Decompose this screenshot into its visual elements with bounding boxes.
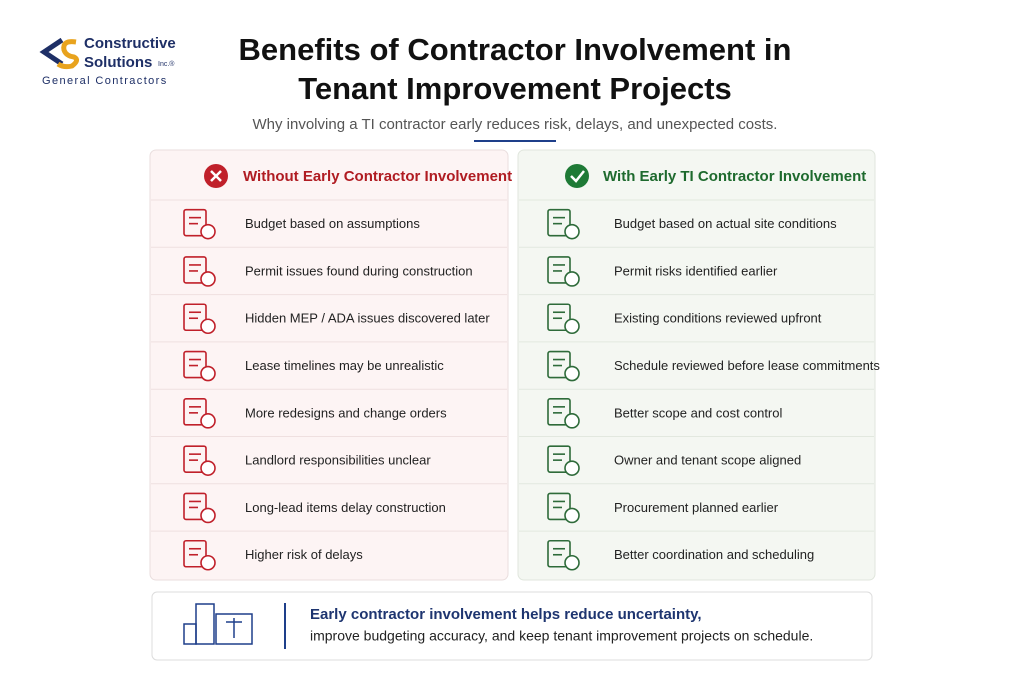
row-icon [564,507,580,524]
row-icon [183,539,216,571]
row-icon [183,303,207,332]
column-heading: With Early TI Contractor Involvement [603,168,866,185]
logo-name: Solutions [84,54,152,71]
row-icon [564,554,580,571]
row-icon [183,445,207,473]
logo-name: Constructive [84,35,176,52]
row-icon [547,256,571,284]
row-icon [564,271,580,287]
row-icon [183,208,207,237]
row-icon [547,492,580,524]
row-icon [547,350,571,379]
row-text: Procurement planned earlier [614,500,779,515]
row-icon [564,318,580,335]
row-text: Hidden MEP / ADA issues discovered later [245,311,490,326]
check-icon [565,164,589,188]
row-icon [183,492,216,524]
row-text: Budget based on assumptions [245,216,420,231]
footer-icon [183,603,253,645]
row-icon [200,554,216,571]
column-heading: Without Early Contractor Involvement [243,168,512,185]
logo-suffix: Inc.® [158,60,175,68]
x-icon [210,170,222,182]
row-icon [547,445,580,476]
row-text: Lease timelines may be unrealistic [245,358,444,373]
row-icon [183,350,207,379]
row-icon [547,398,571,426]
row-icon [183,492,207,521]
row-icon [183,256,216,287]
row-text: Long-lead items delay construction [245,500,446,515]
row-icon [200,507,216,524]
row-text: Landlord responsibilities unclear [245,453,431,468]
row-text: Budget based on actual site conditions [614,216,837,231]
row-icon [200,413,216,429]
title: Benefits of Contractor Involvement in [239,32,792,67]
row-text: Permit issues found during construction [245,263,473,278]
row-text: Existing conditions reviewed upfront [614,311,822,326]
check-icon [570,170,585,183]
row-text: Schedule reviewed before lease commitmen… [614,358,880,373]
row-text: More redesigns and change orders [245,405,447,420]
row-icon [200,318,216,335]
logo-chevron [39,37,64,67]
row-icon [547,303,580,335]
title: Tenant Improvement Projects [298,71,732,106]
row-icon [183,539,207,568]
row-icon [547,350,580,382]
row-text: Permit risks identified earlier [614,263,778,278]
logo: Constructive Solutions Inc.® General Con… [39,35,176,87]
panel-without [149,149,509,581]
row-icon [200,223,216,240]
row-icon [564,365,580,382]
logo-s [56,39,80,70]
row-icon [564,413,580,429]
row-icon [183,445,216,476]
footer-box [151,591,873,661]
footer-text: improve budgeting accuracy, and keep ten… [310,628,813,644]
row-icon [564,223,580,240]
row-text: Owner and tenant scope aligned [614,453,801,468]
row-icon [547,208,571,237]
row-icon [547,208,580,240]
row-icon [547,445,571,473]
row-icon [183,398,207,426]
subtitle: Why involving a TI contractor early redu… [253,116,778,133]
row-icon [200,271,216,287]
row-icon [200,365,216,382]
row-text: Better coordination and scheduling [614,547,814,562]
row-icon [564,460,580,476]
row-icon [183,256,207,284]
rows: Budget based on assumptions Permit issues… [151,199,880,571]
footer-text: Early contractor involvement helps reduc… [310,606,702,623]
row-icon [547,398,580,429]
row-icon [547,539,571,568]
row-icon [547,303,571,332]
row-icon [547,492,571,521]
row-icon [183,208,216,240]
row-icon [200,460,216,476]
logo-tagline: General Contractors [42,75,168,87]
row-icon [547,539,580,571]
panel-with [517,149,876,581]
row-icon [183,350,216,382]
row-text: Higher risk of delays [245,547,363,562]
row-icon [547,256,580,287]
row-icon [183,398,216,429]
row-icon [183,303,216,335]
row-text: Better scope and cost control [614,405,782,420]
